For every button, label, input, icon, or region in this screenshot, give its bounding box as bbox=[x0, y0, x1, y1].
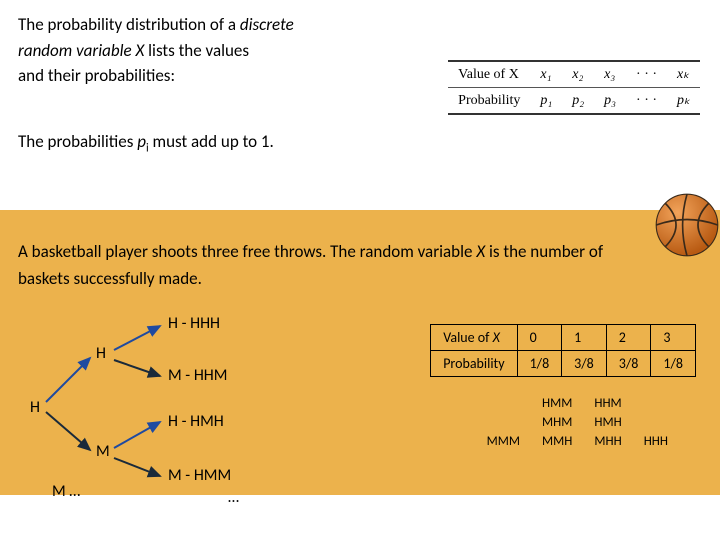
tree-H: H bbox=[96, 344, 106, 363]
prob-header-row: Value of X 0 1 2 3 bbox=[431, 325, 696, 351]
prob-h0: Value of X bbox=[431, 325, 517, 351]
dist-p3: p₃ bbox=[594, 88, 626, 115]
tree-out-3: H - HMH bbox=[168, 412, 224, 431]
intro-2b: lists the values bbox=[144, 40, 249, 61]
g2-2: MHH bbox=[584, 434, 631, 451]
tree-diagram: H H M H - HHH M - HHM H - HMH M - HMM M … bbox=[28, 310, 368, 500]
tree-M: M bbox=[96, 442, 110, 461]
prob-h1: 0 bbox=[517, 325, 562, 351]
dist-row-probs: Probability p₁ p₂ p₃ · · · pₖ bbox=[448, 88, 700, 115]
intro-line-1: The probability distribution of a discre… bbox=[18, 12, 702, 38]
example-text: A basketball player shoots three free th… bbox=[18, 238, 658, 292]
intro-1a: The probability distribution of a bbox=[18, 14, 240, 35]
prob-r4: 1/8 bbox=[651, 351, 696, 377]
dist-dots2: · · · bbox=[626, 88, 667, 115]
prob-value-row: Probability 1/8 3/8 3/8 1/8 bbox=[431, 351, 696, 377]
tree-root: H bbox=[30, 398, 40, 417]
prob-h2: 1 bbox=[562, 325, 607, 351]
dist-row-values: Value of X x₁ x₂ x₃ · · · xₖ bbox=[448, 61, 700, 88]
sum-line: The probabilities pi must add up to 1. bbox=[18, 129, 702, 158]
prob-r3: 3/8 bbox=[606, 351, 651, 377]
prob-r0: Probability bbox=[431, 351, 517, 377]
ex-a: A basketball player shoots three free th… bbox=[18, 241, 476, 262]
g0-1 bbox=[477, 415, 530, 432]
intro-2x: X bbox=[135, 40, 144, 61]
dist-x2: x₂ bbox=[562, 61, 594, 88]
g1-0: HMM bbox=[532, 396, 582, 413]
dist-p2: p₂ bbox=[562, 88, 594, 115]
dist-dots1: · · · bbox=[626, 61, 667, 88]
distribution-table: Value of X x₁ x₂ x₃ · · · xₖ Probability… bbox=[448, 60, 700, 115]
outcome-groups: HMM HHM MHM HMH MMM MMH MHH HHH bbox=[475, 394, 680, 453]
ex-x: X bbox=[476, 241, 485, 262]
sum-p: p bbox=[137, 131, 146, 152]
prob-r1: 1/8 bbox=[517, 351, 562, 377]
dist-x3: x₃ bbox=[594, 61, 626, 88]
dist-x1: x₁ bbox=[530, 61, 562, 88]
dist-h2: Probability bbox=[448, 88, 530, 115]
dist-h1: Value of X bbox=[448, 61, 530, 88]
g3-0 bbox=[634, 396, 678, 413]
intro-1-discrete: discrete bbox=[240, 14, 294, 35]
g0-0 bbox=[477, 396, 530, 413]
sum-a: The probabilities bbox=[18, 131, 137, 152]
dist-p1: p₁ bbox=[530, 88, 562, 115]
g2-0: HHM bbox=[584, 396, 631, 413]
g0-2: MMM bbox=[477, 434, 530, 451]
g3-2: HHH bbox=[634, 434, 678, 451]
g2-1: HMH bbox=[584, 415, 631, 432]
prob-r2: 3/8 bbox=[562, 351, 607, 377]
probability-table: Value of X 0 1 2 3 Probability 1/8 3/8 3… bbox=[430, 324, 696, 377]
g3-1 bbox=[634, 415, 678, 432]
sum-b: must add up to 1. bbox=[149, 131, 274, 152]
intro-2a: random variable bbox=[18, 40, 135, 61]
g1-2: MMH bbox=[532, 434, 582, 451]
tree-out-1: H - HHH bbox=[168, 314, 220, 333]
dist-xk: xₖ bbox=[667, 61, 700, 88]
g1-1: MHM bbox=[532, 415, 582, 432]
basketball-icon bbox=[654, 192, 720, 258]
tree-out-2: M - HHM bbox=[168, 366, 227, 385]
tree-out-4: M - HMM bbox=[168, 466, 231, 485]
prob-h3: 2 bbox=[606, 325, 651, 351]
dist-pk: pₖ bbox=[667, 88, 700, 115]
tree-dots: … bbox=[228, 488, 239, 507]
prob-hx: X bbox=[493, 329, 500, 346]
prob-h4: 3 bbox=[651, 325, 696, 351]
tree-m-ellipsis: M … bbox=[52, 482, 80, 501]
